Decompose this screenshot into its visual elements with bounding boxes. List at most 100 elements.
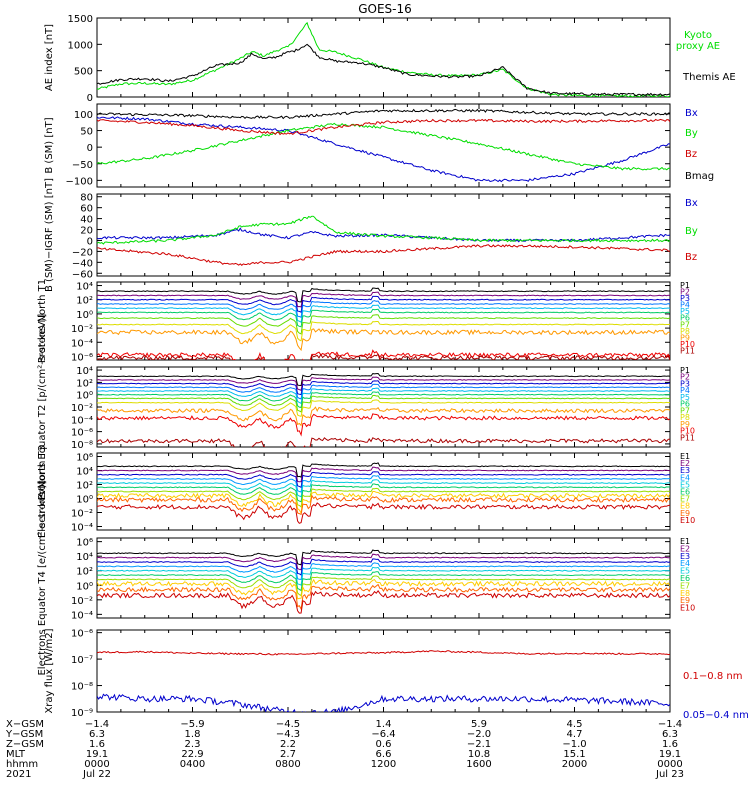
channel-line-e7	[97, 575, 670, 597]
footer-value: 1.6	[89, 739, 105, 750]
channel-line-e2	[97, 553, 670, 571]
y-axis-label: Protons North T1	[37, 279, 48, 363]
data-area	[97, 108, 670, 183]
footer-row-label: X−GSM	[6, 719, 44, 730]
channel-line-e8	[97, 578, 670, 600]
panel-et3: 10⁻⁴ 10⁻² 10⁰ 10² 10⁴ 10⁶ Electrons North T3 E1…	[37, 445, 695, 538]
y-axis-label: AE index [nT]	[44, 24, 55, 91]
footer-row-label: hhmm	[6, 759, 38, 770]
channel-line-e4	[97, 475, 670, 493]
channel-line-e9	[97, 494, 670, 516]
footer-row-label: Y−GSM	[5, 729, 43, 740]
channel-line-p3	[97, 380, 670, 396]
y-tick-label: 0	[87, 93, 93, 104]
panel-et4: 10⁻⁴ 10⁻² 10⁰ 10² 10⁴ 10⁶ Electrons Equator T4…	[37, 480, 695, 675]
channel-label: P2	[680, 288, 690, 297]
y-tick-label: 10⁰	[76, 581, 93, 592]
footer-value: 0800	[275, 759, 300, 770]
channel-label: E6	[680, 574, 690, 583]
channel-label: P6	[680, 314, 690, 323]
footer-value: Jul 23	[655, 769, 684, 780]
channel-line-e10	[97, 502, 670, 524]
footer-value: 1.8	[185, 729, 201, 740]
legend-label: Bz	[685, 252, 697, 263]
y-tick-label: 10²	[76, 296, 93, 307]
channel-line-p5	[97, 387, 670, 405]
legend-label: proxy AE	[676, 41, 720, 52]
y-tick-label: 10⁻⁴	[71, 338, 93, 349]
channel-line-p10	[97, 349, 670, 360]
channel-line-p10	[97, 413, 670, 437]
channel-label: E4	[680, 559, 690, 568]
data-area	[97, 215, 670, 266]
channel-label: E5	[680, 567, 690, 576]
y-tick-label: 10⁶	[76, 538, 93, 549]
channel-label: P9	[680, 333, 690, 342]
footer-value: 0000	[84, 759, 109, 770]
footer-value: 1.4	[376, 719, 392, 730]
channel-line-p5	[97, 304, 670, 323]
data-area	[97, 650, 670, 712]
footer-row-label: 2021	[6, 769, 31, 780]
channel-label: P8	[680, 327, 690, 336]
y-axis-label: Xray flux [W/m2]	[44, 628, 55, 713]
y-tick-label: −100	[66, 176, 93, 187]
channel-line-p2	[97, 291, 670, 308]
data-area	[97, 372, 670, 447]
channel-line-p3	[97, 295, 670, 313]
y-tick-label: 10⁻²	[71, 509, 93, 520]
y-tick-label: 10⁻²	[71, 596, 93, 607]
y-tick-label: 10⁴	[76, 366, 93, 377]
channel-line-e5	[97, 566, 670, 586]
channel-line-p9	[97, 328, 670, 352]
y-tick-label: 1000	[68, 40, 93, 51]
panel-frame	[96, 103, 671, 188]
channel-line-e1	[97, 549, 670, 566]
channel-label: E7	[680, 581, 690, 590]
channel-line-e3	[97, 471, 670, 489]
channel-line-e6	[97, 571, 670, 592]
y-tick-label: 20	[80, 226, 93, 237]
channel-label: P1	[680, 281, 690, 290]
series-line-0-1-0-8-nm	[97, 650, 670, 656]
channel-label: P10	[680, 340, 695, 349]
data-area	[97, 21, 670, 97]
channel-label: E3	[680, 552, 690, 561]
channel-label: E4	[680, 473, 690, 482]
footer-value: −1.4	[85, 719, 109, 730]
channel-line-p6	[97, 391, 670, 408]
y-tick-label: 10⁴	[76, 552, 93, 563]
footer-value: −6.4	[371, 729, 395, 740]
footer-value: 22.9	[181, 749, 203, 760]
channel-line-e2	[97, 466, 670, 483]
channel-label: P3	[680, 294, 690, 303]
footer-value: 19.1	[659, 749, 681, 760]
footer-value: −2.1	[467, 739, 491, 750]
legend-label: Bx	[685, 198, 698, 209]
series-line-by	[97, 122, 670, 171]
channel-line-p11	[97, 437, 670, 447]
channel-label: P4	[680, 386, 690, 395]
footer-value: −1.0	[562, 739, 586, 750]
y-tick-label: 60	[80, 204, 93, 215]
footer-row-label: MLT	[6, 749, 26, 760]
footer-value: 1600	[466, 759, 491, 770]
legend-label: Bmag	[685, 171, 714, 182]
footer-value: 1.6	[662, 739, 678, 750]
y-tick-label: 10⁻⁴	[71, 415, 93, 426]
y-tick-label: 10⁻⁸	[71, 440, 93, 451]
footer-value: 15.1	[563, 749, 585, 760]
y-tick-label: 10⁰	[76, 310, 93, 321]
channel-line-e6	[97, 483, 670, 503]
channel-label: P1	[680, 366, 690, 375]
legend-label: Kyoto	[684, 30, 712, 41]
channel-label: E8	[680, 589, 690, 598]
legend-label: Bz	[685, 149, 697, 160]
channel-line-e9	[97, 583, 670, 611]
footer-value: −1.4	[658, 719, 682, 730]
channel-label: E1	[680, 452, 690, 461]
y-tick-label: −50	[72, 160, 93, 171]
channel-label: P9	[680, 420, 690, 429]
